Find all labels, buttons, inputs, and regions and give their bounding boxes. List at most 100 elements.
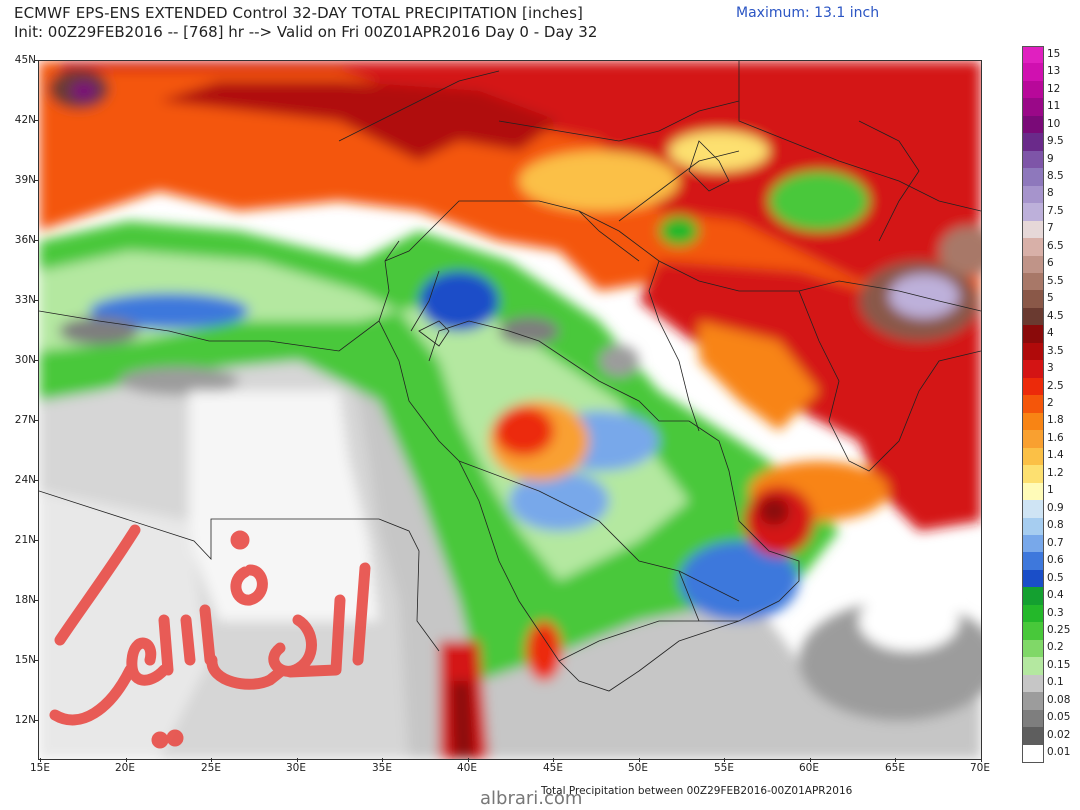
lat-tick <box>34 600 39 601</box>
legend-swatch <box>1022 185 1044 204</box>
legend-swatch <box>1022 255 1044 274</box>
lat-label: 42N <box>14 114 36 126</box>
legend-label: 15 <box>1047 47 1061 60</box>
lon-tick <box>382 758 383 762</box>
legend-swatch <box>1022 692 1044 711</box>
lon-tick <box>980 758 982 762</box>
lat-tick <box>34 60 39 61</box>
chart-title: ECMWF EPS-ENS EXTENDED Control 32-DAY TO… <box>14 4 583 22</box>
precipitation-map <box>38 60 982 760</box>
legend-label: 2.5 <box>1047 379 1064 392</box>
legend-label: 0.05 <box>1047 711 1071 724</box>
lat-tick <box>34 480 39 481</box>
legend-label: 3.5 <box>1047 344 1064 357</box>
lon-label: 65E <box>885 762 905 774</box>
lat-label: 12N <box>14 714 36 726</box>
legend-swatch <box>1022 150 1044 169</box>
lat-tick <box>34 120 39 121</box>
legend-swatch <box>1022 238 1044 257</box>
legend-swatch <box>1022 98 1044 117</box>
legend-label: 1.6 <box>1047 431 1064 444</box>
legend-swatch <box>1022 727 1044 746</box>
site-watermark: albrari.com <box>480 788 583 809</box>
legend-label: 4.5 <box>1047 309 1064 322</box>
lon-label: 30E <box>286 762 306 774</box>
legend-label: 0.25 <box>1047 624 1071 637</box>
legend-label: 0.6 <box>1047 554 1064 567</box>
legend-label: 0.8 <box>1047 519 1064 532</box>
lat-tick <box>34 720 39 721</box>
legend-label: 0.02 <box>1047 728 1071 741</box>
legend-swatch <box>1022 220 1044 239</box>
legend-swatch <box>1022 500 1044 519</box>
lon-tick <box>125 758 127 762</box>
legend-swatch <box>1022 430 1044 449</box>
legend-label: 1.2 <box>1047 466 1064 479</box>
legend-label: 11 <box>1047 100 1061 113</box>
legend-label: 0.4 <box>1047 589 1064 602</box>
legend-swatch <box>1022 447 1044 466</box>
lon-label: 60E <box>799 762 819 774</box>
legend-swatch <box>1022 133 1044 152</box>
lon-tick <box>809 758 811 762</box>
lon-label: 20E <box>115 762 135 774</box>
lon-tick <box>638 758 640 762</box>
legend-swatch <box>1022 412 1044 431</box>
legend-label: 0.7 <box>1047 536 1064 549</box>
legend-label: 5.5 <box>1047 274 1064 287</box>
lon-label: 15E <box>30 762 50 774</box>
legend-label: 13 <box>1047 65 1061 78</box>
legend-swatch <box>1022 482 1044 501</box>
lat-label: 33N <box>14 294 36 306</box>
legend-swatch <box>1022 552 1044 571</box>
legend-label: 10 <box>1047 117 1061 130</box>
lon-tick <box>553 758 554 762</box>
legend-label: 12 <box>1047 82 1061 95</box>
maximum-value: Maximum: 13.1 inch <box>736 5 880 21</box>
chart-subtitle: Init: 00Z29FEB2016 -- [768] hr --> Valid… <box>14 23 598 41</box>
legend-label: 9 <box>1047 152 1054 165</box>
legend-swatch <box>1022 63 1044 82</box>
lat-tick <box>34 420 39 421</box>
lat-label: 30N <box>14 354 36 366</box>
lat-label: 39N <box>14 174 36 186</box>
legend-swatch <box>1022 622 1044 641</box>
country-borders <box>39 61 981 692</box>
legend-swatch <box>1022 517 1044 536</box>
lat-label: 18N <box>14 594 36 606</box>
lon-tick <box>211 758 212 762</box>
legend-swatch <box>1022 273 1044 292</box>
lon-tick <box>895 758 896 762</box>
lat-tick <box>34 180 39 181</box>
legend-swatch <box>1022 360 1044 379</box>
footer-caption: Total Precipitation between 00Z29FEB2016… <box>541 785 853 797</box>
legend-label: 0.15 <box>1047 658 1071 671</box>
legend-swatch <box>1022 639 1044 658</box>
map-svg <box>39 61 981 759</box>
legend-swatch <box>1022 46 1044 65</box>
legend-swatch <box>1022 307 1044 326</box>
lon-tick <box>296 758 298 762</box>
lon-label: 35E <box>372 762 392 774</box>
lon-label: 25E <box>201 762 221 774</box>
lat-label: 21N <box>14 534 36 546</box>
lat-label: 15N <box>14 654 36 666</box>
legend-label: 0.2 <box>1047 641 1064 654</box>
legend-label: 1.8 <box>1047 414 1064 427</box>
legend-swatch <box>1022 657 1044 676</box>
handwritten-signature <box>40 510 400 754</box>
legend-swatch <box>1022 587 1044 606</box>
lon-tick <box>40 758 41 762</box>
lat-label: 45N <box>14 54 36 66</box>
lon-tick <box>467 758 469 762</box>
lon-label: 55E <box>714 762 734 774</box>
legend-label: 1.4 <box>1047 449 1064 462</box>
legend-swatch <box>1022 604 1044 623</box>
lat-label: 27N <box>14 414 36 426</box>
legend-swatch <box>1022 534 1044 554</box>
legend-label: 6.5 <box>1047 239 1064 252</box>
legend-label: 9.5 <box>1047 135 1064 148</box>
legend-label: 7.5 <box>1047 204 1064 217</box>
legend-swatch <box>1022 203 1044 222</box>
legend-label: 0.9 <box>1047 501 1064 514</box>
